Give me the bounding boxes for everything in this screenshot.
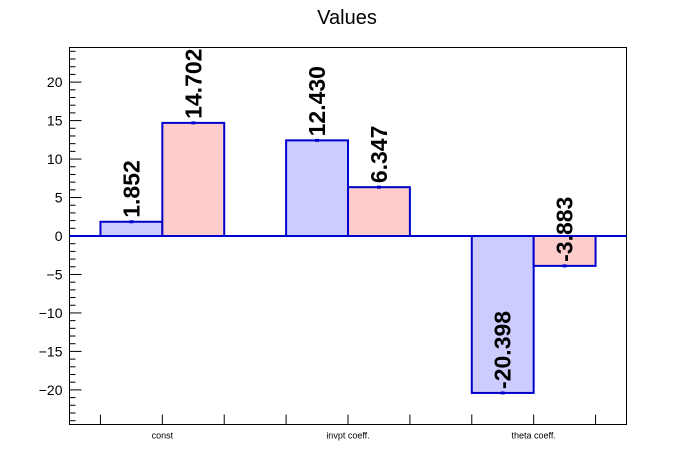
bar-value-label: -3.883 bbox=[552, 197, 578, 262]
y-tick-label: −15 bbox=[39, 343, 63, 359]
bar-value-label: 1.852 bbox=[118, 160, 144, 218]
bar-value-label: 12.430 bbox=[304, 66, 330, 136]
y-tick-label: −5 bbox=[47, 266, 63, 282]
value-labels-group: 1.852 12.430 -20.398 14.702 6.347 -3.883 bbox=[118, 49, 577, 389]
y-tick-label: 15 bbox=[47, 113, 63, 129]
y-axis: −20 −15 −10 −5 0 5 10 15 20 bbox=[39, 50, 82, 422]
y-tick-label: 10 bbox=[47, 151, 63, 167]
bar-value-label: 14.702 bbox=[180, 49, 206, 119]
bar-value-label: -20.398 bbox=[490, 311, 516, 389]
bar bbox=[161, 121, 226, 237]
x-tick-label: const bbox=[152, 431, 174, 441]
x-axis: const invpt coeff. theta coeff. bbox=[99, 414, 597, 441]
bar-value-label: 6.347 bbox=[366, 126, 392, 184]
y-tick-label: −20 bbox=[39, 382, 63, 398]
x-tick-label: theta coeff. bbox=[511, 431, 555, 441]
y-tick-label: −10 bbox=[39, 305, 63, 321]
bar bbox=[470, 235, 535, 394]
bar bbox=[285, 139, 350, 237]
bar bbox=[347, 186, 411, 238]
bar bbox=[532, 235, 597, 267]
y-tick-label: 5 bbox=[55, 190, 63, 206]
bar bbox=[99, 220, 164, 238]
bars-group bbox=[99, 121, 597, 395]
y-tick-label: 0 bbox=[55, 228, 63, 244]
chart-title: Values bbox=[317, 7, 377, 29]
y-tick-label: 20 bbox=[47, 74, 63, 90]
x-tick-label: invpt coeff. bbox=[326, 431, 369, 441]
